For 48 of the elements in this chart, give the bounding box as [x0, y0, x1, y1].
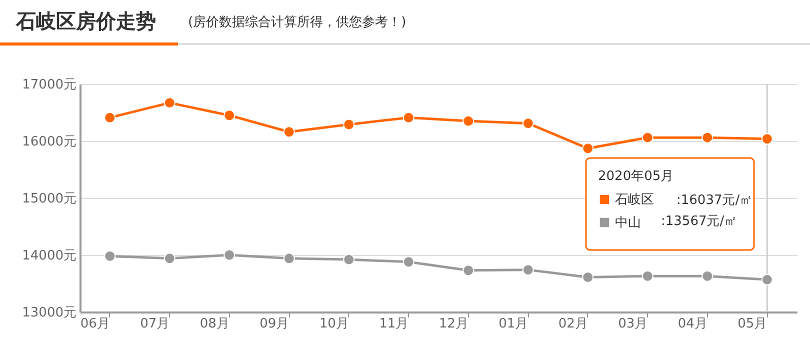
point: [761, 274, 773, 286]
x-tick-label: 01月: [498, 316, 528, 332]
point: [164, 252, 176, 264]
y-tick-label: 13000元: [22, 306, 76, 320]
chart-subtitle: (房价数据综合计算所得，供您参考！): [188, 14, 406, 30]
x-tick-label: 07月: [140, 316, 170, 332]
x-tick-label: 11月: [379, 316, 409, 332]
annotation: :16037元/㎡: [676, 193, 753, 208]
x-tick-label: 12月: [438, 316, 468, 332]
legend-title: 2020年05月: [598, 169, 674, 184]
y-tick-label: 14000元: [22, 248, 76, 264]
point: [702, 270, 714, 282]
point: [462, 264, 474, 276]
x-tick-label: 08月: [200, 316, 230, 332]
point: [642, 270, 654, 282]
legend-label: 石岐区: [615, 192, 654, 208]
point: [402, 256, 414, 268]
point: [283, 252, 295, 264]
point: [522, 118, 534, 130]
point: [522, 264, 534, 276]
point: [343, 118, 355, 130]
y-tick-label: 17000元: [22, 78, 76, 92]
point: [761, 133, 773, 145]
point: [224, 249, 236, 261]
annotation: :13567元/㎡: [661, 214, 738, 229]
point: [224, 110, 236, 122]
x-tick-label: 09月: [260, 316, 290, 332]
point: [642, 132, 654, 144]
point: [702, 132, 714, 144]
y-tick-label: 15000元: [22, 192, 76, 206]
x-tick-label: 03月: [618, 316, 648, 332]
y-tick-label: 16000元: [22, 134, 76, 150]
point: [343, 254, 355, 266]
x-tick-label: 05月: [738, 316, 768, 332]
x-tick-label: 02月: [558, 316, 588, 332]
point: [164, 97, 176, 109]
point: [402, 112, 414, 124]
point: [104, 250, 116, 262]
chart-title: 石岐区房价走势: [15, 9, 156, 33]
point: [104, 112, 116, 124]
x-tick-label: 04月: [678, 316, 708, 332]
x-tick-label: 10月: [319, 316, 349, 332]
x-tick-label: 06月: [80, 316, 110, 332]
point: [582, 271, 594, 283]
point: [462, 115, 474, 127]
point: [582, 142, 594, 154]
legend-label: 中山: [615, 216, 641, 230]
point: [283, 126, 295, 138]
